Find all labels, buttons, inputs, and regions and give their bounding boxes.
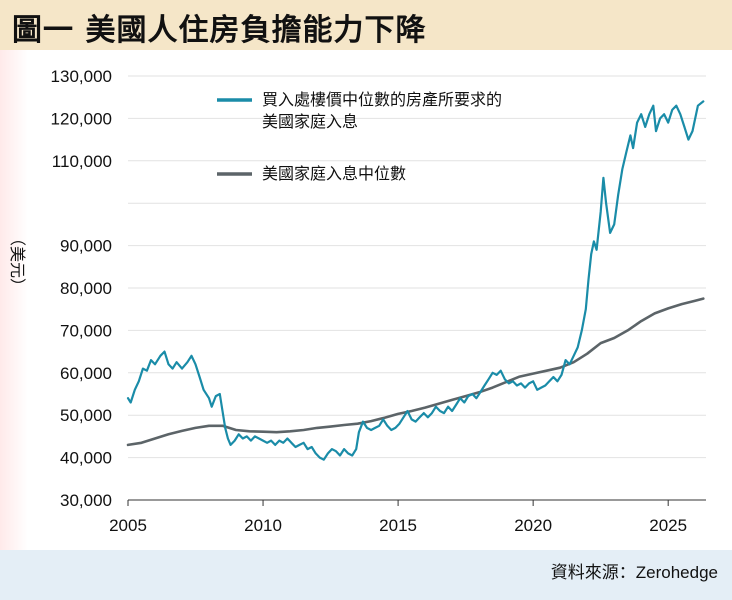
y-tick-label: 70,000 [60, 321, 112, 340]
series-line-1 [126, 100, 705, 461]
chart-title: 圖一 美國人住房負擔能力下降 [12, 13, 427, 48]
series-line-2 [126, 297, 705, 447]
x-tick-label: 2025 [649, 516, 687, 535]
footer-bar: 資料來源：Zerohedge [0, 550, 732, 600]
y-tick-label: 110,000 [52, 152, 112, 171]
x-tick-label: 2020 [514, 516, 552, 535]
y-tick-label: 80,000 [60, 279, 112, 298]
x-tick-label: 2010 [244, 516, 282, 535]
y-tick-label: 40,000 [60, 449, 112, 468]
y-tick-label: 50,000 [60, 406, 112, 425]
title-bar: 圖一 美國人住房負擔能力下降 [0, 0, 732, 51]
y-tick-label: 130,000 [51, 67, 112, 86]
legend-label-1: 買入處樓價中位數的房產所要求的 [262, 90, 502, 109]
legend-label-1: 美國家庭入息 [262, 112, 358, 131]
x-tick-label: 2015 [379, 516, 417, 535]
legend-label-2: 美國家庭入息中位數 [262, 164, 406, 183]
axis-layer: 30,000 40,000 50,000 60,000 70,000 80,000 90,0… [51, 67, 706, 535]
y-tick-label: 90,000 [60, 237, 112, 256]
series-layer [126, 100, 705, 461]
chart-svg: 30,000 40,000 50,000 60,000 70,000 80,000 90,0… [8, 67, 706, 535]
y-tick-label: 120,000 [51, 109, 112, 128]
y-tick-label: 60,000 [60, 364, 112, 383]
grid-layer [128, 75, 706, 501]
y-tick-label: 30,000 [60, 491, 112, 510]
source-note: 資料來源：Zerohedge [550, 563, 718, 582]
plot-background [0, 50, 732, 550]
x-tick-label: 2005 [109, 516, 147, 535]
y-axis-label: （美元） [8, 230, 27, 294]
